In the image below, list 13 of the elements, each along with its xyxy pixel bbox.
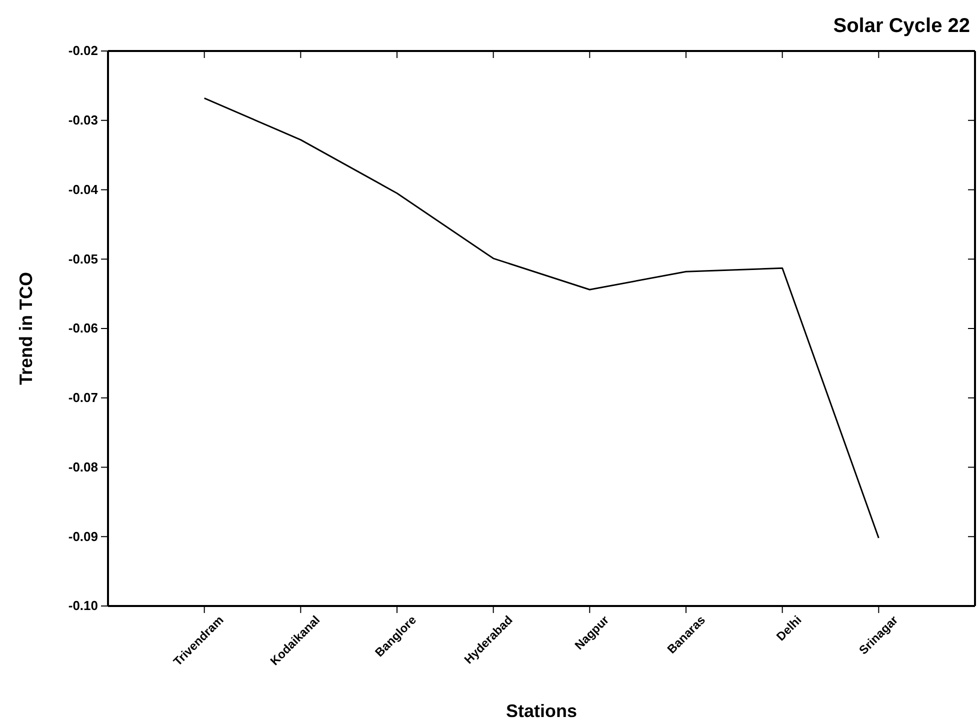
y-tick-label: -0.05 bbox=[68, 251, 98, 266]
y-axis-title: Trend in TCO bbox=[16, 272, 36, 386]
y-tick-label: -0.10 bbox=[68, 598, 98, 614]
y-tick-label: -0.04 bbox=[68, 182, 99, 197]
y-tick-label: -0.03 bbox=[68, 112, 98, 128]
y-tick-label: -0.02 bbox=[68, 43, 98, 58]
y-tick-label: -0.09 bbox=[68, 528, 98, 544]
line-series bbox=[204, 97, 880, 539]
x-axis-title: Stations bbox=[506, 701, 578, 721]
y-tick-label: -0.06 bbox=[68, 320, 98, 336]
chart-title: Solar Cycle 22 bbox=[833, 15, 970, 37]
y-tick-label: -0.08 bbox=[68, 459, 98, 474]
y-tick-label: -0.07 bbox=[68, 390, 98, 406]
